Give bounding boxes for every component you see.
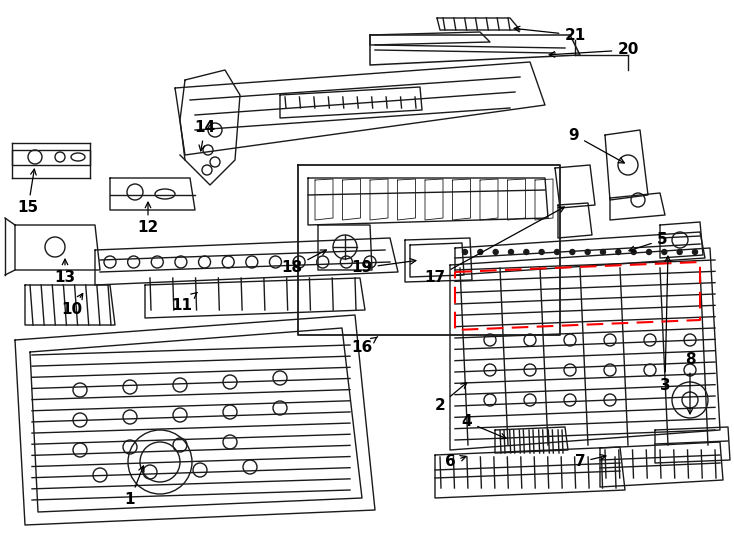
Text: 12: 12: [137, 202, 159, 235]
Text: 10: 10: [62, 294, 83, 318]
Text: 2: 2: [435, 383, 467, 413]
Text: 13: 13: [54, 259, 76, 286]
Circle shape: [647, 249, 652, 254]
Text: 20: 20: [549, 43, 639, 57]
Text: 8: 8: [685, 353, 695, 414]
Text: 16: 16: [352, 337, 378, 355]
Circle shape: [554, 249, 559, 254]
Circle shape: [524, 249, 528, 254]
Text: 18: 18: [281, 250, 327, 275]
Text: 17: 17: [424, 207, 564, 286]
Circle shape: [478, 249, 483, 254]
Circle shape: [616, 249, 621, 254]
Text: 1: 1: [125, 466, 144, 508]
Text: 5: 5: [629, 233, 667, 252]
Circle shape: [509, 249, 514, 254]
Text: 3: 3: [660, 256, 671, 393]
Text: 15: 15: [18, 169, 39, 215]
Circle shape: [631, 249, 636, 254]
Circle shape: [493, 249, 498, 254]
Text: 11: 11: [172, 293, 197, 313]
Text: 6: 6: [445, 455, 466, 469]
Text: 14: 14: [195, 120, 216, 151]
Text: 21: 21: [514, 26, 586, 43]
Circle shape: [692, 249, 697, 254]
Circle shape: [677, 249, 682, 254]
Text: 4: 4: [462, 415, 506, 439]
Circle shape: [600, 249, 606, 254]
Circle shape: [570, 249, 575, 254]
Circle shape: [585, 249, 590, 254]
Text: 9: 9: [569, 127, 625, 163]
Circle shape: [462, 249, 468, 254]
Text: 19: 19: [352, 259, 416, 275]
Circle shape: [539, 249, 544, 254]
Text: 7: 7: [575, 455, 606, 469]
Circle shape: [662, 249, 666, 254]
